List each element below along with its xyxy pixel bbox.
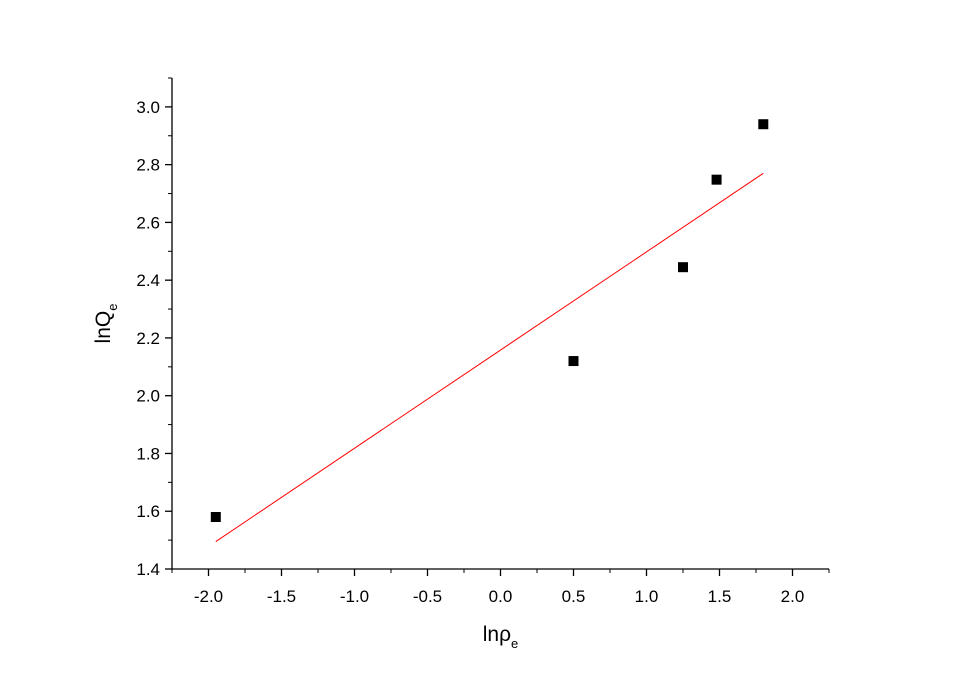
- x-tick-label: -1.0: [340, 587, 369, 606]
- data-point: [678, 262, 688, 273]
- x-tick-label: 2.0: [781, 587, 805, 606]
- y-tick-label: 1.6: [136, 502, 160, 521]
- y-tick-label: 2.2: [136, 329, 160, 348]
- x-tick-label: -1.5: [267, 587, 296, 606]
- data-point: [210, 512, 221, 523]
- y-axis-title-main: lnQ: [92, 311, 115, 344]
- x-axis-title-main: lnρ: [483, 623, 511, 646]
- x-tick-label: -0.5: [413, 587, 442, 606]
- y-tick-label: 2.8: [136, 156, 160, 175]
- data-point: [711, 174, 722, 185]
- y-tick-label: 1.8: [136, 444, 160, 463]
- y-tick-label: 2.4: [136, 271, 160, 290]
- data-point: [568, 356, 579, 367]
- y-tick-label: 3.0: [136, 98, 160, 117]
- x-axis-title: lnρe: [483, 623, 519, 651]
- x-axis-ticks: -2.0 -1.5 -1.0 -0.5 0.0 0.5 1.0 1.5 2.0: [171, 569, 830, 606]
- x-axis-title-subscript: e: [511, 636, 518, 651]
- x-tick-label: 1.0: [635, 587, 659, 606]
- y-tick-label: 2.6: [136, 213, 160, 232]
- y-tick-label: 2.0: [136, 387, 160, 406]
- y-tick-label: 1.4: [136, 560, 160, 579]
- y-axis-title: lnQe: [92, 304, 120, 344]
- y-axis-title-subscript: e: [105, 304, 120, 311]
- x-tick-label: 1.5: [708, 587, 732, 606]
- x-tick-label: 0.5: [562, 587, 586, 606]
- y-axis-ticks: 1.4 1.6 1.8 2.0 2.2 2.4 2.6 2.8 3.0: [136, 77, 172, 579]
- x-tick-label: -2.0: [194, 587, 223, 606]
- x-tick-label: 0.0: [489, 587, 513, 606]
- plot-area: [210, 119, 769, 542]
- data-point: [758, 119, 769, 130]
- fit-line: [215, 172, 764, 542]
- axes: [171, 78, 829, 570]
